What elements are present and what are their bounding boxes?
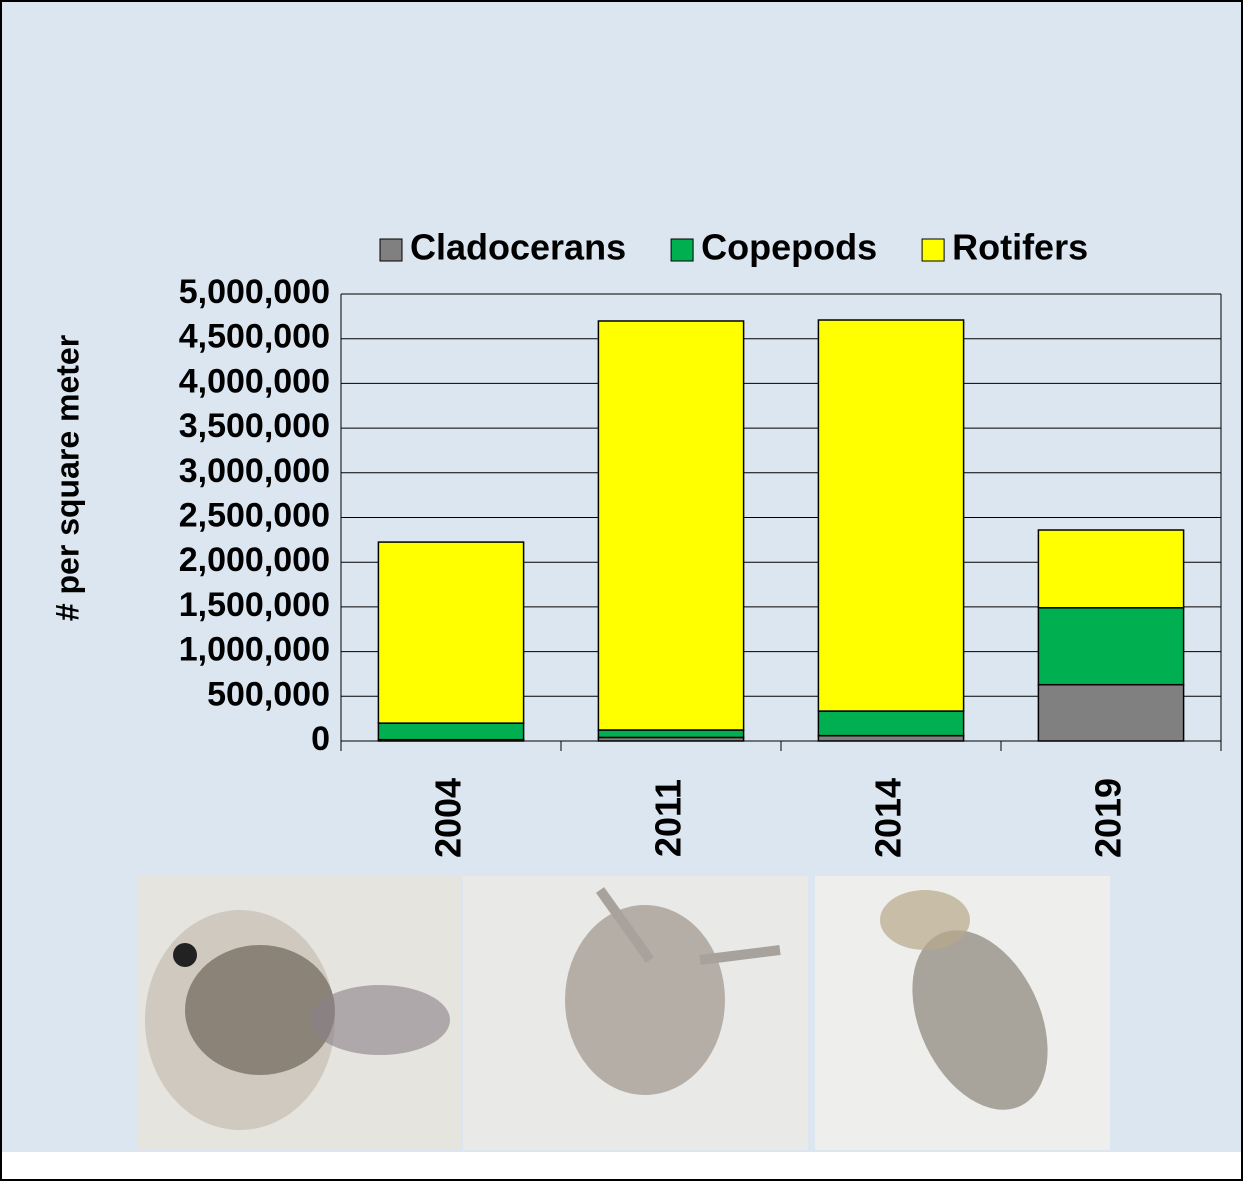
y-tick-label: 3,500,000: [179, 407, 330, 445]
photo-shape: [310, 985, 450, 1055]
bottom-strip: [2, 1152, 1241, 1179]
legend-swatch: [922, 239, 944, 261]
legend-swatch: [380, 239, 402, 261]
bar-segment: [598, 321, 743, 730]
y-tick-label: 1,500,000: [179, 586, 330, 624]
bar-segment: [818, 320, 963, 711]
y-tick-label: 3,000,000: [179, 452, 330, 490]
bar-segment: [818, 736, 963, 741]
bar-segment: [818, 711, 963, 736]
y-tick-label: 500,000: [207, 675, 330, 713]
page: # per square meter 0 500,000 1,000,000 1,50…: [0, 0, 1243, 1186]
legend-label: Copepods: [701, 227, 877, 268]
legend-label: Cladocerans: [410, 227, 626, 268]
y-tick-label: 4,000,000: [179, 362, 330, 400]
y-tick-label: 0: [311, 720, 330, 758]
bar-segment: [1038, 608, 1183, 685]
y-tick-label: 2,500,000: [179, 496, 330, 534]
bar-segment: [1038, 530, 1183, 608]
bar-segment: [1038, 685, 1183, 741]
y-tick-label: 1,000,000: [179, 631, 330, 669]
chart: # per square meter 0 500,000 1,000,000 1,50…: [0, 0, 1243, 1181]
photo-shape: [565, 905, 725, 1095]
x-tick-label: 2014: [868, 778, 909, 858]
bar-segment: [378, 542, 523, 723]
photo-shape: [173, 943, 197, 967]
bar-segment: [378, 723, 523, 740]
photos: [137, 876, 1110, 1150]
y-tick-label: 5,000,000: [179, 273, 330, 311]
legend-label: Rotifers: [952, 227, 1088, 268]
x-tick-label: 2004: [428, 778, 469, 858]
x-tick-label: 2011: [648, 779, 689, 857]
y-tick-label: 4,500,000: [179, 318, 330, 356]
photo-shape: [880, 890, 970, 950]
bar-segment: [598, 730, 743, 737]
photo-shape: [185, 945, 335, 1075]
x-tick-label: 2019: [1088, 778, 1129, 858]
legend-swatch: [671, 239, 693, 261]
y-tick-label: 2,000,000: [179, 541, 330, 579]
y-axis-label: # per square meter: [49, 335, 85, 621]
